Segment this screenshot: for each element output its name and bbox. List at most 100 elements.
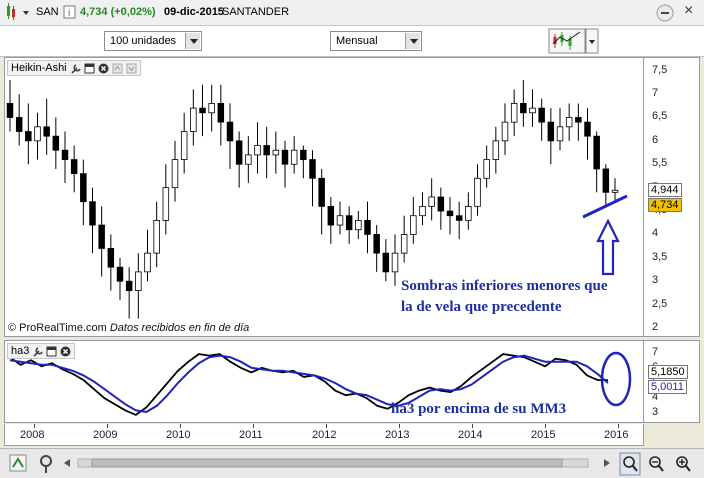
ha3-chart[interactable] (5, 341, 645, 424)
magnet-icon[interactable] (40, 455, 52, 473)
move-down-icon[interactable] (126, 63, 137, 74)
up-arrow-annotation (596, 218, 620, 276)
candle (602, 164, 610, 207)
move-up-icon[interactable] (112, 63, 123, 74)
candle-body-down (89, 201, 96, 226)
quantity-select[interactable]: 100 unidades (104, 31, 202, 51)
auto-scroll-icon[interactable] (9, 454, 27, 472)
candle-body-up (474, 177, 481, 207)
candle (116, 257, 124, 300)
time-axis-tick: 2011 (239, 429, 263, 441)
candle (611, 178, 619, 202)
candle (483, 145, 490, 188)
candle-body-up (492, 140, 500, 160)
minimize-icon[interactable] (656, 4, 674, 22)
indicator-header-heikin-ashi: Heikin-Ashi (7, 60, 141, 76)
candle-body-up (245, 154, 252, 165)
time-axis-tick: 2013 (385, 429, 410, 441)
price-axis-tick: 3,5 (652, 250, 668, 263)
candle-body-down (584, 121, 591, 137)
candle (144, 229, 151, 282)
time-axis-tick-mark (107, 424, 108, 428)
candle (446, 197, 454, 235)
candle-body-down (15, 117, 23, 132)
last-price-label: 4,734 (648, 198, 682, 212)
candle-body-down (602, 168, 610, 193)
close-icon[interactable] (98, 63, 109, 74)
info-icon[interactable]: i (63, 5, 76, 19)
heikin-ashi-chart[interactable] (5, 58, 645, 338)
time-axis-tick: 2008 (20, 429, 45, 441)
candle (162, 164, 170, 235)
price-axis-tick: 7,5 (652, 63, 668, 76)
candle (6, 80, 14, 132)
indicator-header-ha3: ha3 (7, 343, 76, 359)
mm3-series-line (9, 354, 609, 413)
horizontal-scrollbar[interactable] (77, 458, 589, 468)
candle-body-down (520, 103, 527, 114)
window-icon[interactable] (46, 346, 57, 357)
candle (89, 187, 96, 254)
time-axis-tick-mark (545, 424, 546, 428)
chart-toolbar: 100 unidades Mensual (0, 26, 704, 57)
price-change-label: 4,734 (+0,02%) (80, 6, 156, 18)
candle (593, 131, 600, 193)
candle (584, 108, 591, 160)
candle (245, 136, 252, 183)
time-axis[interactable]: 2008 2009 2010 2011 2012 2013 2014 2015 2016 (4, 424, 644, 446)
window-titlebar: i SAN 4,734 (+0,02%) 09-dic-2015 SANTAND… (0, 0, 704, 26)
chart-type-button[interactable] (548, 28, 586, 54)
close-icon[interactable] (60, 346, 71, 357)
instrument-label: SANTANDER (222, 6, 290, 18)
candle (510, 89, 518, 137)
period-select[interactable]: Mensual (330, 31, 422, 51)
candle-body-up (336, 215, 344, 226)
candle (34, 112, 41, 160)
highlight-ellipse-annotation (600, 351, 632, 407)
quantity-select-value: 100 unidades (110, 35, 177, 47)
zoom-out-icon[interactable] (649, 456, 664, 472)
scroll-left-icon[interactable] (64, 459, 70, 467)
close-button[interactable]: × (684, 2, 694, 19)
zoom-in-icon[interactable] (676, 456, 691, 472)
scroll-right-icon[interactable] (604, 459, 610, 467)
candle (70, 145, 78, 193)
ha3-axis[interactable]: 76543 5,1850 5,0011 (644, 340, 700, 423)
candle (437, 187, 445, 230)
candle (190, 89, 197, 146)
chart-type-dropdown[interactable] (585, 28, 599, 54)
price-axis-tick: 6 (652, 133, 659, 146)
candle (125, 267, 133, 319)
candle (373, 225, 380, 272)
price-axis-tick: 4 (652, 227, 659, 240)
wrench-icon[interactable] (32, 346, 44, 357)
price-chart-panel[interactable]: Heikin-Ashi Sombras inferiores menores q… (4, 57, 644, 337)
candle (575, 103, 582, 141)
annotation-shadows-line1: Sombras inferiores menores que (401, 278, 608, 294)
candle (208, 84, 215, 132)
candle-body-down (300, 149, 307, 160)
candle-body-down (217, 103, 225, 123)
price-axis-tick: 3 (652, 274, 659, 287)
candle (391, 234, 399, 286)
candle-body-down (575, 117, 582, 123)
candle-body-up (135, 271, 142, 291)
candle-body-down (547, 121, 555, 142)
candle (80, 159, 87, 226)
candle (61, 131, 69, 183)
wrench-icon[interactable] (70, 63, 81, 74)
candle-body-up (391, 252, 399, 273)
candle (290, 136, 298, 174)
ha3-indicator-panel[interactable]: ha3 ha3 por encima de su MM3 (4, 340, 644, 423)
trend-line-annotation (582, 194, 628, 219)
candle-body-up (180, 131, 188, 160)
candle-body-down (25, 131, 32, 142)
candle-body-down (263, 145, 270, 156)
candle-body-up (153, 219, 160, 254)
candle (529, 89, 536, 127)
window-icon[interactable] (84, 63, 95, 74)
zoom-area-icon[interactable] (619, 452, 641, 476)
period-select-value: Mensual (336, 35, 378, 47)
dropdown-arrow-icon[interactable] (23, 11, 29, 15)
price-axis[interactable]: 7,576,565,554,543,532,52 4,944 4,734 (644, 57, 700, 337)
